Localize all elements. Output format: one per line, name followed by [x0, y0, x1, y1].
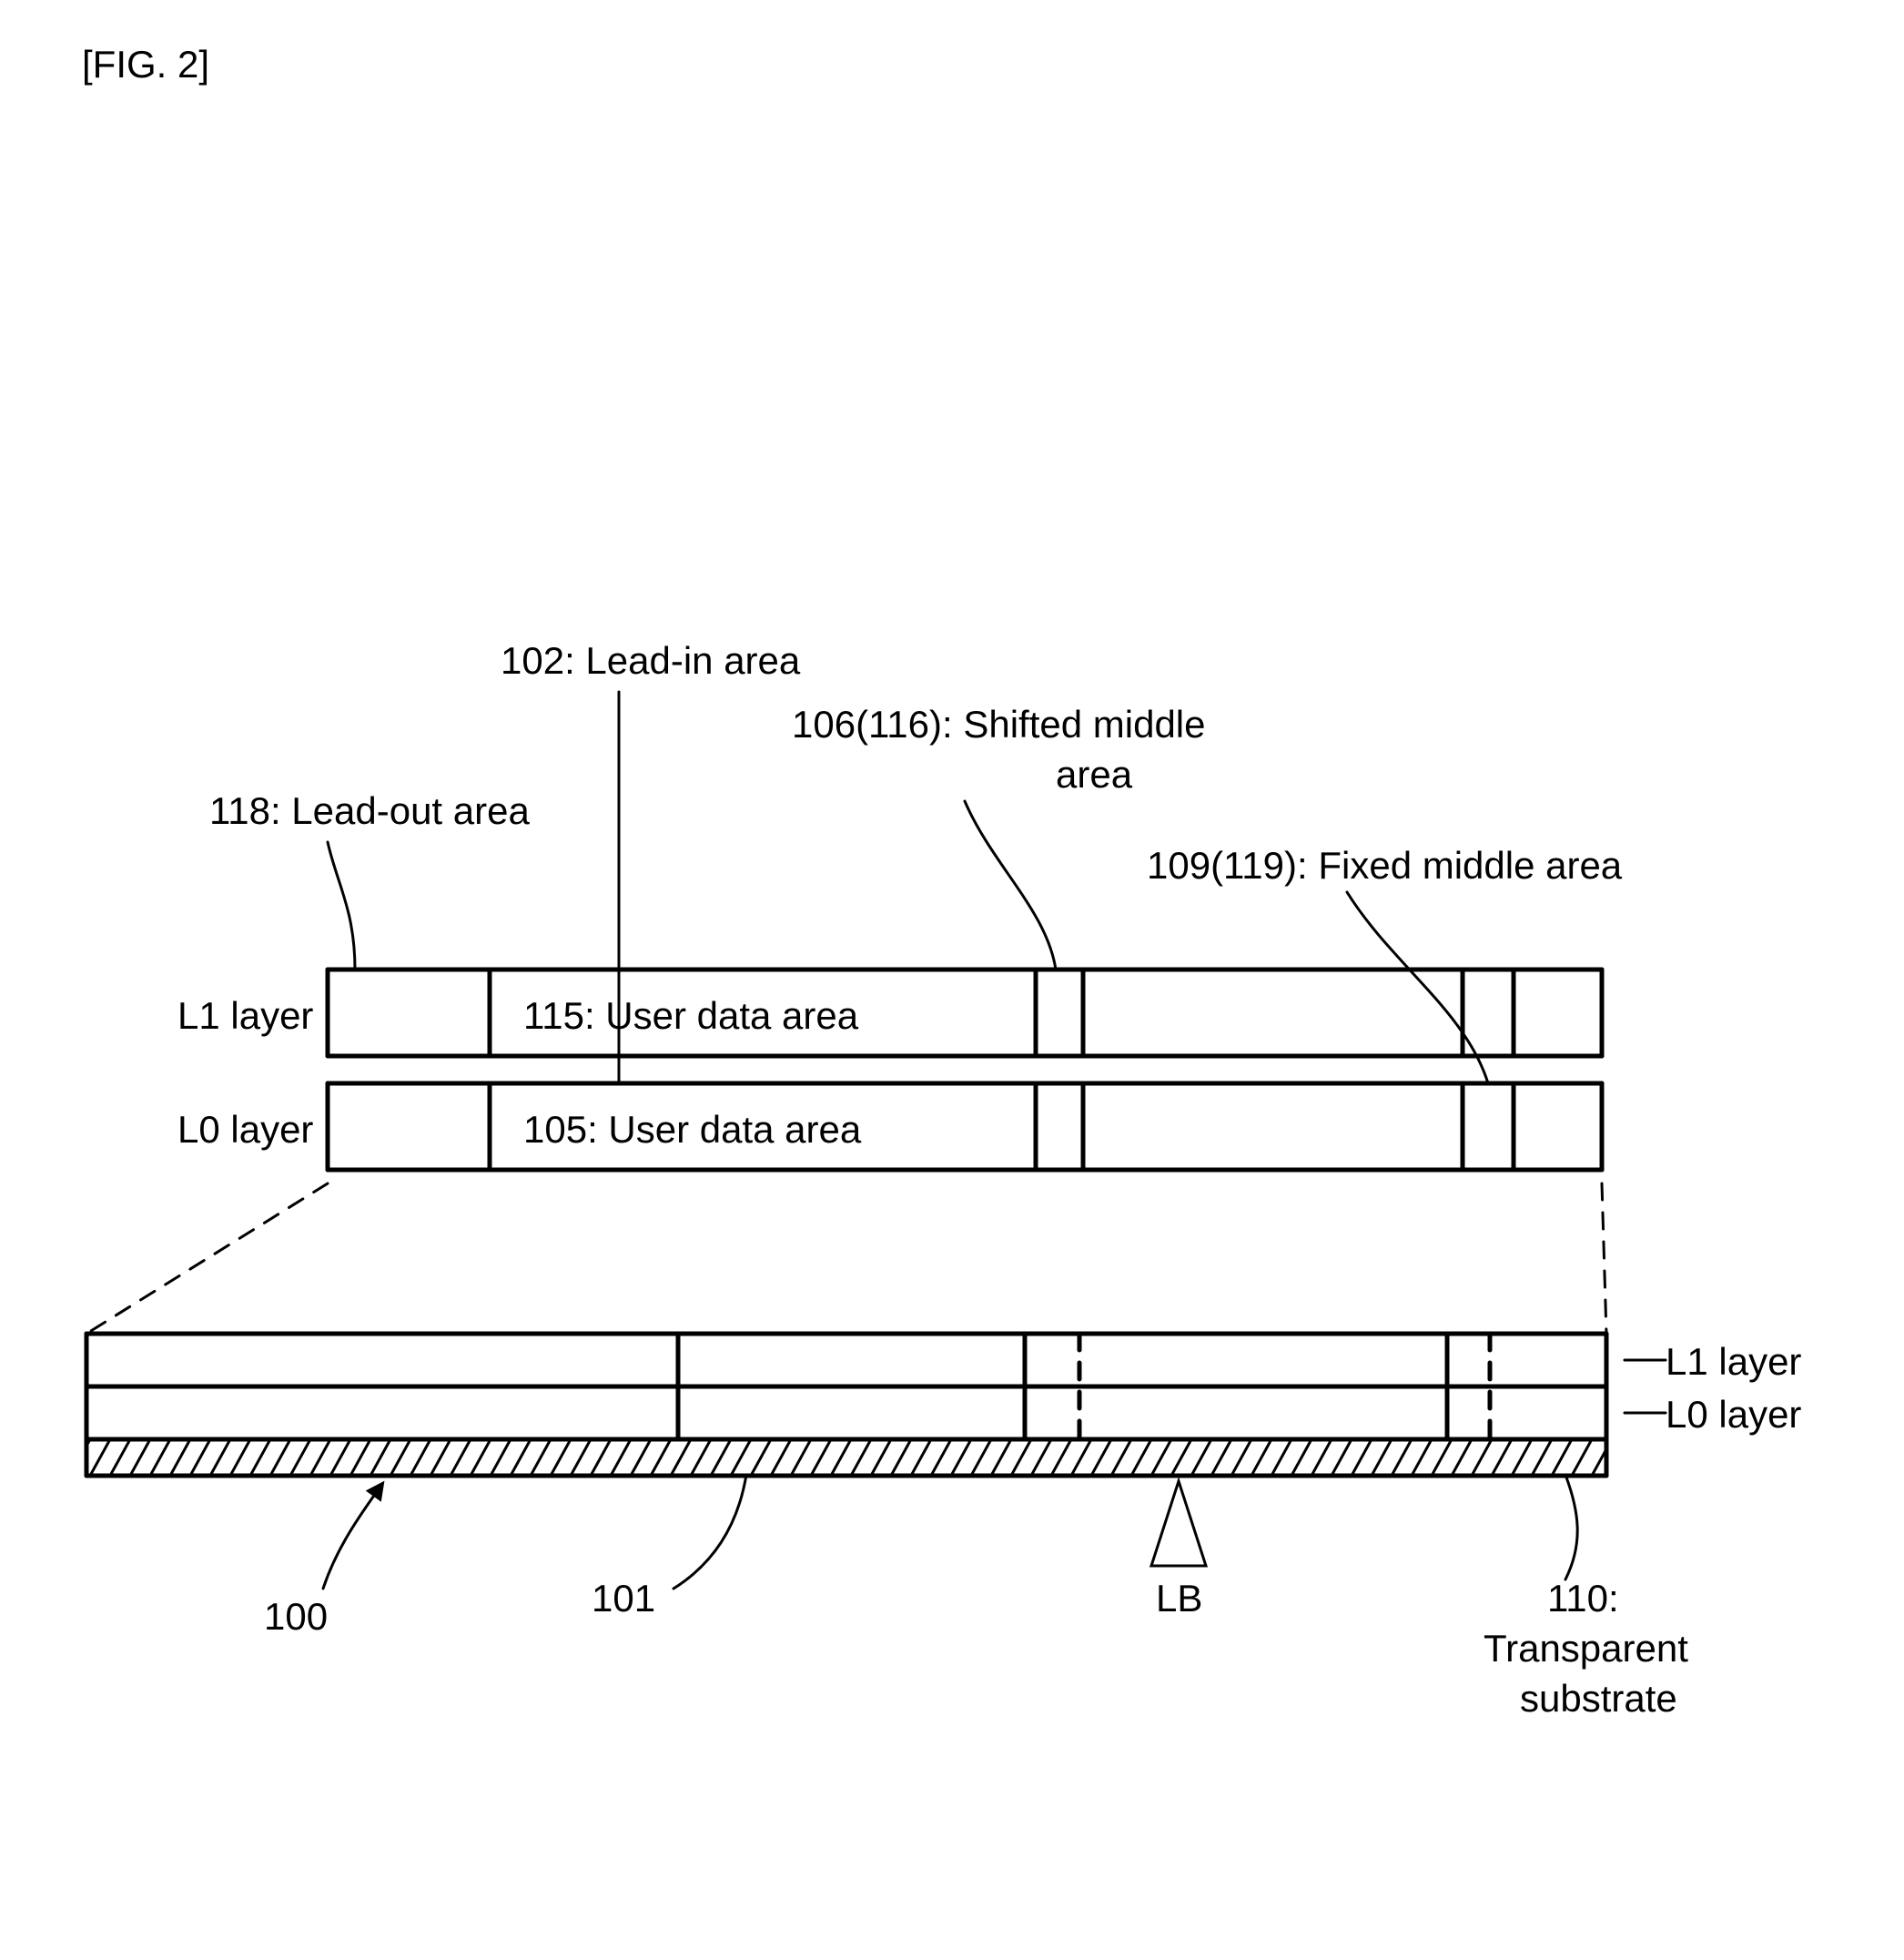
callout-110-line3: substrate — [1520, 1677, 1677, 1720]
callout-109: 109(119): Fixed middle area — [1147, 844, 1623, 887]
callout-106-line2: area — [1056, 753, 1133, 796]
callout-106-line1: 106(116): Shifted middle — [792, 703, 1206, 746]
callout-101: 101 — [592, 1577, 655, 1620]
l1-layer-label-detail: L1 layer — [177, 994, 313, 1037]
l1-layer-label-disc: L1 layer — [1666, 1340, 1801, 1383]
substrate-hatch — [50, 1439, 1652, 1476]
user-data-area-115: 115: User data area — [523, 994, 859, 1037]
callout-102: 102: Lead-in area — [501, 639, 801, 682]
callout-100: 100 — [264, 1595, 328, 1638]
zoom-line-0 — [86, 1183, 328, 1334]
leader-100 — [323, 1484, 382, 1589]
leader-110 — [1565, 1475, 1577, 1579]
leader-101 — [673, 1475, 746, 1589]
lb-pointer-icon — [1151, 1481, 1206, 1566]
callout-118: 118: Lead-out area — [209, 789, 530, 832]
l0-layer-label-detail: L0 layer — [177, 1108, 313, 1151]
callout-lb: LB — [1156, 1577, 1202, 1620]
leader-118 — [328, 842, 355, 970]
l0-layer-label-disc: L0 layer — [1666, 1393, 1801, 1436]
callout-110-line1: 110: — [1547, 1577, 1619, 1620]
leader-106 — [965, 801, 1056, 970]
user-data-area-105: 105: User data area — [523, 1108, 862, 1151]
zoom-line-1 — [1602, 1183, 1606, 1334]
callout-110-line2: Transparent — [1484, 1627, 1688, 1670]
figure-label: [FIG. 2] — [82, 43, 209, 86]
